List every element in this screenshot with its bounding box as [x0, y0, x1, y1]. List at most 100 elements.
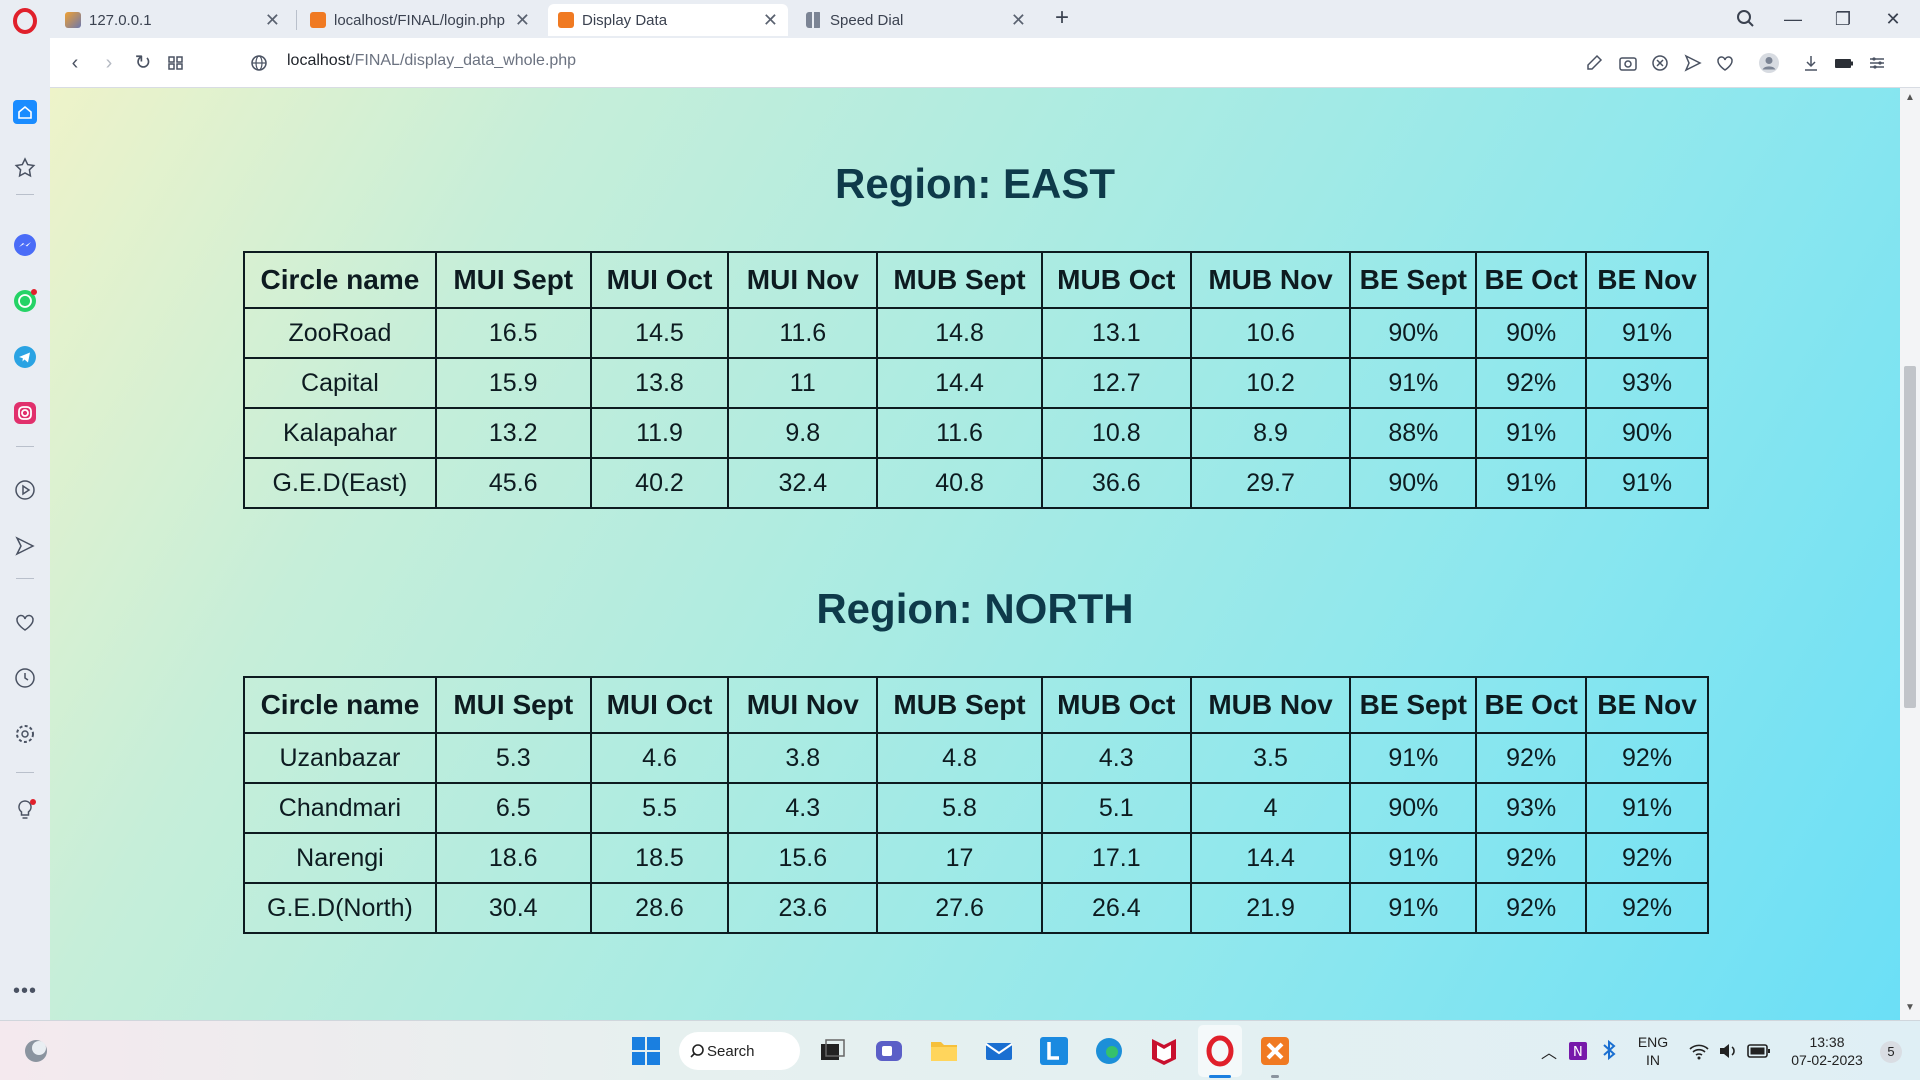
site-info-globe-icon[interactable] — [246, 50, 272, 76]
minimize-button[interactable]: — — [1784, 9, 1802, 29]
address-field[interactable]: localhost/FINAL/display_data_whole.php — [287, 52, 576, 70]
weather-widget-icon[interactable] — [20, 1035, 52, 1067]
profile-icon[interactable] — [1758, 52, 1780, 74]
new-tab-button[interactable]: + — [1054, 4, 1069, 31]
speed-dial-favicon-icon — [806, 12, 822, 28]
lightbulb-icon[interactable] — [13, 798, 37, 822]
bluetooth-icon[interactable] — [1600, 1039, 1618, 1061]
vertical-scrollbar[interactable]: ▲ ▼ — [1900, 88, 1920, 1020]
back-button[interactable]: ‹ — [71, 52, 79, 74]
region-title: Region: EAST — [835, 160, 1115, 207]
url-host: localhost — [287, 52, 351, 69]
notification-badge[interactable]: 5 — [1880, 1041, 1902, 1063]
history-icon[interactable] — [13, 666, 37, 690]
camera-icon[interactable] — [1617, 52, 1639, 74]
messenger-icon[interactable] — [13, 233, 37, 257]
tab-display-data[interactable]: Display Data ✕ — [548, 4, 788, 36]
teams-chat-icon[interactable] — [873, 1035, 905, 1067]
easy-setup-icon[interactable] — [1866, 52, 1888, 74]
tab-phpmyadmin[interactable]: 127.0.0.1 ✕ — [55, 4, 290, 36]
scroll-up-arrow-icon[interactable]: ▲ — [1905, 92, 1915, 103]
table-cell: 8.9 — [1189, 407, 1352, 459]
table-cell: 90% — [1349, 457, 1478, 509]
column-header: BE Oct — [1475, 676, 1588, 734]
adblock-icon[interactable] — [1649, 52, 1671, 74]
onenote-icon[interactable]: N — [1568, 1041, 1588, 1061]
tab-label: localhost/FINAL/login.php — [334, 11, 505, 29]
task-view-icon[interactable] — [816, 1035, 848, 1067]
table-cell: 15.6 — [727, 832, 879, 884]
send-icon[interactable] — [13, 534, 37, 558]
tab-login[interactable]: localhost/FINAL/login.php ✕ — [300, 4, 540, 36]
restore-button[interactable]: ❐ — [1834, 9, 1852, 29]
download-icon[interactable] — [1800, 52, 1822, 74]
table-cell: 92% — [1585, 732, 1709, 784]
whatsapp-icon[interactable] — [13, 289, 37, 313]
tab-label: 127.0.0.1 — [89, 11, 152, 29]
column-header: BE Nov — [1585, 251, 1709, 309]
table-row: Narengi 18.6 18.5 15.6 17 17.1 14.4 91% 92% 92% — [243, 832, 1709, 884]
mail-icon[interactable] — [983, 1035, 1015, 1067]
battery-status-icon[interactable] — [1747, 1043, 1771, 1059]
forward-button[interactable]: › — [105, 52, 113, 74]
table-cell: 5.5 — [589, 782, 730, 834]
player-icon[interactable] — [13, 478, 37, 502]
heart-icon[interactable] — [13, 610, 37, 634]
speed-dial-icon[interactable] — [13, 156, 37, 180]
close-tab-icon[interactable]: ✕ — [762, 10, 778, 30]
opera-taskbar-icon[interactable] — [1204, 1035, 1236, 1067]
table-cell: 17 — [876, 832, 1043, 884]
start-windows-icon[interactable] — [630, 1035, 662, 1067]
wifi-icon[interactable] — [1688, 1041, 1710, 1061]
volume-icon[interactable] — [1717, 1041, 1739, 1061]
circle-name-cell: Kalapahar — [243, 407, 437, 459]
instagram-icon[interactable] — [13, 401, 37, 425]
file-explorer-icon[interactable] — [928, 1035, 960, 1067]
column-header: BE Sept — [1349, 251, 1478, 309]
table-cell: 11.9 — [589, 407, 730, 459]
show-hidden-icons-chevron-icon[interactable]: ︿ — [1541, 1045, 1558, 1062]
table-cell: 6.5 — [434, 782, 592, 834]
opera-logo-icon[interactable] — [12, 8, 38, 34]
tab-search-icon[interactable] — [1730, 6, 1760, 32]
phpmyadmin-favicon-icon — [65, 12, 81, 28]
close-tab-icon[interactable]: ✕ — [514, 10, 530, 30]
taskbar-search[interactable]: Search — [679, 1032, 800, 1070]
mcafee-icon[interactable] — [1148, 1035, 1180, 1067]
xampp-taskbar-icon[interactable] — [1259, 1035, 1291, 1067]
tab-speed-dial[interactable]: Speed Dial ✕ — [796, 4, 1036, 36]
home-icon[interactable] — [13, 100, 37, 124]
heart-icon[interactable] — [1714, 52, 1736, 74]
table-cell: 92% — [1475, 732, 1588, 784]
clock[interactable]: 13:38 07-02-2023 — [1782, 1033, 1872, 1069]
table-cell: 15.9 — [434, 357, 592, 409]
column-header: MUB Oct — [1040, 676, 1192, 734]
table-cell: 90% — [1475, 307, 1588, 359]
more-icon[interactable]: ••• — [13, 980, 38, 1002]
table-cell: 18.5 — [589, 832, 730, 884]
table-cell: 92% — [1475, 357, 1588, 409]
launcher-l-icon[interactable] — [1038, 1035, 1070, 1067]
edge-browser-icon[interactable] — [1093, 1035, 1125, 1067]
battery-icon[interactable] — [1833, 52, 1855, 74]
tab-strip: 127.0.0.1 ✕ localhost/FINAL/login.php ✕ … — [0, 0, 1920, 38]
column-header: MUI Oct — [589, 676, 730, 734]
scroll-down-arrow-icon[interactable]: ▼ — [1905, 1002, 1915, 1013]
scroll-thumb[interactable] — [1904, 366, 1916, 708]
language-indicator[interactable]: ENG IN — [1633, 1033, 1673, 1069]
table-cell: 91% — [1585, 782, 1709, 834]
telegram-icon[interactable] — [13, 345, 37, 369]
flow-icon[interactable] — [1682, 52, 1704, 74]
settings-icon[interactable] — [13, 722, 37, 746]
table-cell: 14.5 — [589, 307, 730, 359]
edit-icon[interactable] — [1584, 52, 1606, 74]
close-tab-icon[interactable]: ✕ — [264, 10, 280, 30]
close-window-button[interactable]: ✕ — [1885, 9, 1901, 29]
search-label: Search — [707, 1042, 755, 1060]
table-cell: 40.2 — [589, 457, 730, 509]
sidebar-separator — [16, 772, 34, 773]
table-cell: 13.2 — [434, 407, 592, 459]
tabs-grid-icon[interactable] — [163, 50, 189, 76]
reload-button[interactable]: ↻ — [134, 52, 152, 74]
close-tab-icon[interactable]: ✕ — [1010, 10, 1026, 30]
